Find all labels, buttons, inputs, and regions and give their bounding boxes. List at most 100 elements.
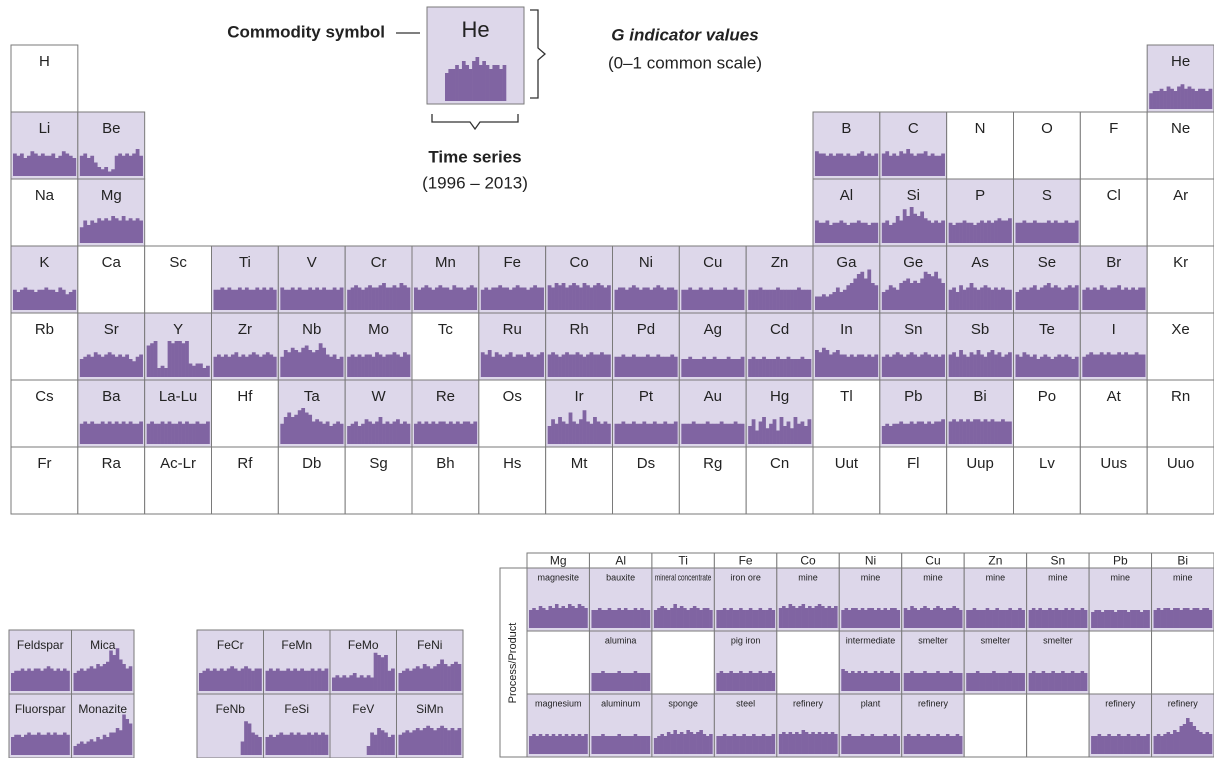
spark-bar [387,670,392,691]
spark-bar [115,648,120,691]
spark-bar [966,356,970,377]
spark-bar [1166,608,1171,628]
spark-bar [132,153,136,176]
spark-bar [26,155,31,176]
spark-bar [948,289,953,310]
spark-bar [916,421,921,444]
cell-label: Hg [770,388,789,405]
spark-bar [53,732,57,755]
spark-bar [33,668,38,691]
column-header: Al [615,554,626,568]
spark-bar [440,659,444,691]
cell-label: Ge [903,254,923,271]
spark-bar [58,287,63,310]
spark-bar [501,356,506,377]
spark-bar [656,423,661,444]
spark-bar [13,289,17,310]
spark-bar [748,736,753,754]
spark-bar [874,153,879,176]
spark-bar [286,668,291,691]
cell [612,446,680,515]
spark-bar [732,610,737,628]
spark-bar [617,287,622,310]
spark-bar [575,423,580,444]
spark-bar [624,423,629,444]
spark-bar [689,732,694,754]
spark-bar [910,736,914,754]
spark-bar [1053,356,1058,377]
spark-bar [899,220,904,243]
spark-bar [730,359,734,377]
cell-label: La-Lu [159,388,197,405]
spark-bar [357,426,362,444]
spark-bar [1160,610,1164,628]
spark-bar [429,668,434,691]
spark-bar [779,417,784,444]
spark-bar [846,225,851,243]
spark-bar [657,736,661,754]
spark-bar [688,287,693,310]
cell [678,446,747,515]
spark-bar [1025,222,1030,243]
spark-bar [1195,608,1200,628]
spark-bar [916,673,921,691]
spark-bar [339,287,344,310]
spark-bar [1064,220,1069,243]
spark-bar [157,368,161,377]
spark-bar [1127,289,1132,310]
spark-bar [1008,352,1012,377]
spark-bar [709,734,713,754]
spark-bar [856,220,861,243]
spark-bar [558,734,562,754]
spark-bar [1152,91,1157,109]
cell [77,446,146,515]
spark-bar [881,222,886,243]
spark-bar [929,610,934,628]
spark-bar [213,289,218,310]
spark-bar [111,423,116,444]
spark-bar [889,671,894,691]
spark-bar [874,285,879,310]
spark-bar [547,285,552,310]
spark-bar [233,668,238,691]
spark-bar [846,356,851,377]
spark-bar [541,736,546,754]
spark-bar [512,287,517,310]
cell-label: Monazite [78,702,127,716]
spark-bar [733,287,738,310]
spark-bar [93,162,98,176]
spark-bar [1117,610,1121,628]
spark-bar [303,734,308,755]
spark-bar [1094,610,1098,628]
spark-bar [716,736,720,754]
spark-bar [995,673,999,691]
spark-bar [899,283,904,310]
spark-bar [729,608,733,628]
spark-bar [272,737,277,755]
spark-bar [934,354,938,377]
spark-bar [255,354,260,377]
column-header: Cu [925,554,940,568]
spark-bar [452,285,457,310]
spark-bar [122,664,126,691]
spark-bar [83,220,88,243]
spark-bar [821,153,826,176]
spark-bar [43,734,48,755]
spark-bar [73,746,78,755]
spark-bar [930,153,935,176]
spark-bar [1032,220,1037,243]
spark-bar [636,736,641,754]
spark-bar [59,734,64,755]
spark-bar [522,356,527,377]
spark-bar [1057,610,1062,628]
spark-bar [786,289,791,310]
spark-bar [315,419,320,444]
spark-bar [1202,734,1206,754]
spark-bar [594,736,599,754]
spark-bar [118,423,123,444]
spark-bar [408,732,413,755]
spark-bar [86,158,91,176]
spark-bar [621,421,626,444]
spark-bar [804,732,809,754]
spark-bar [976,289,981,310]
